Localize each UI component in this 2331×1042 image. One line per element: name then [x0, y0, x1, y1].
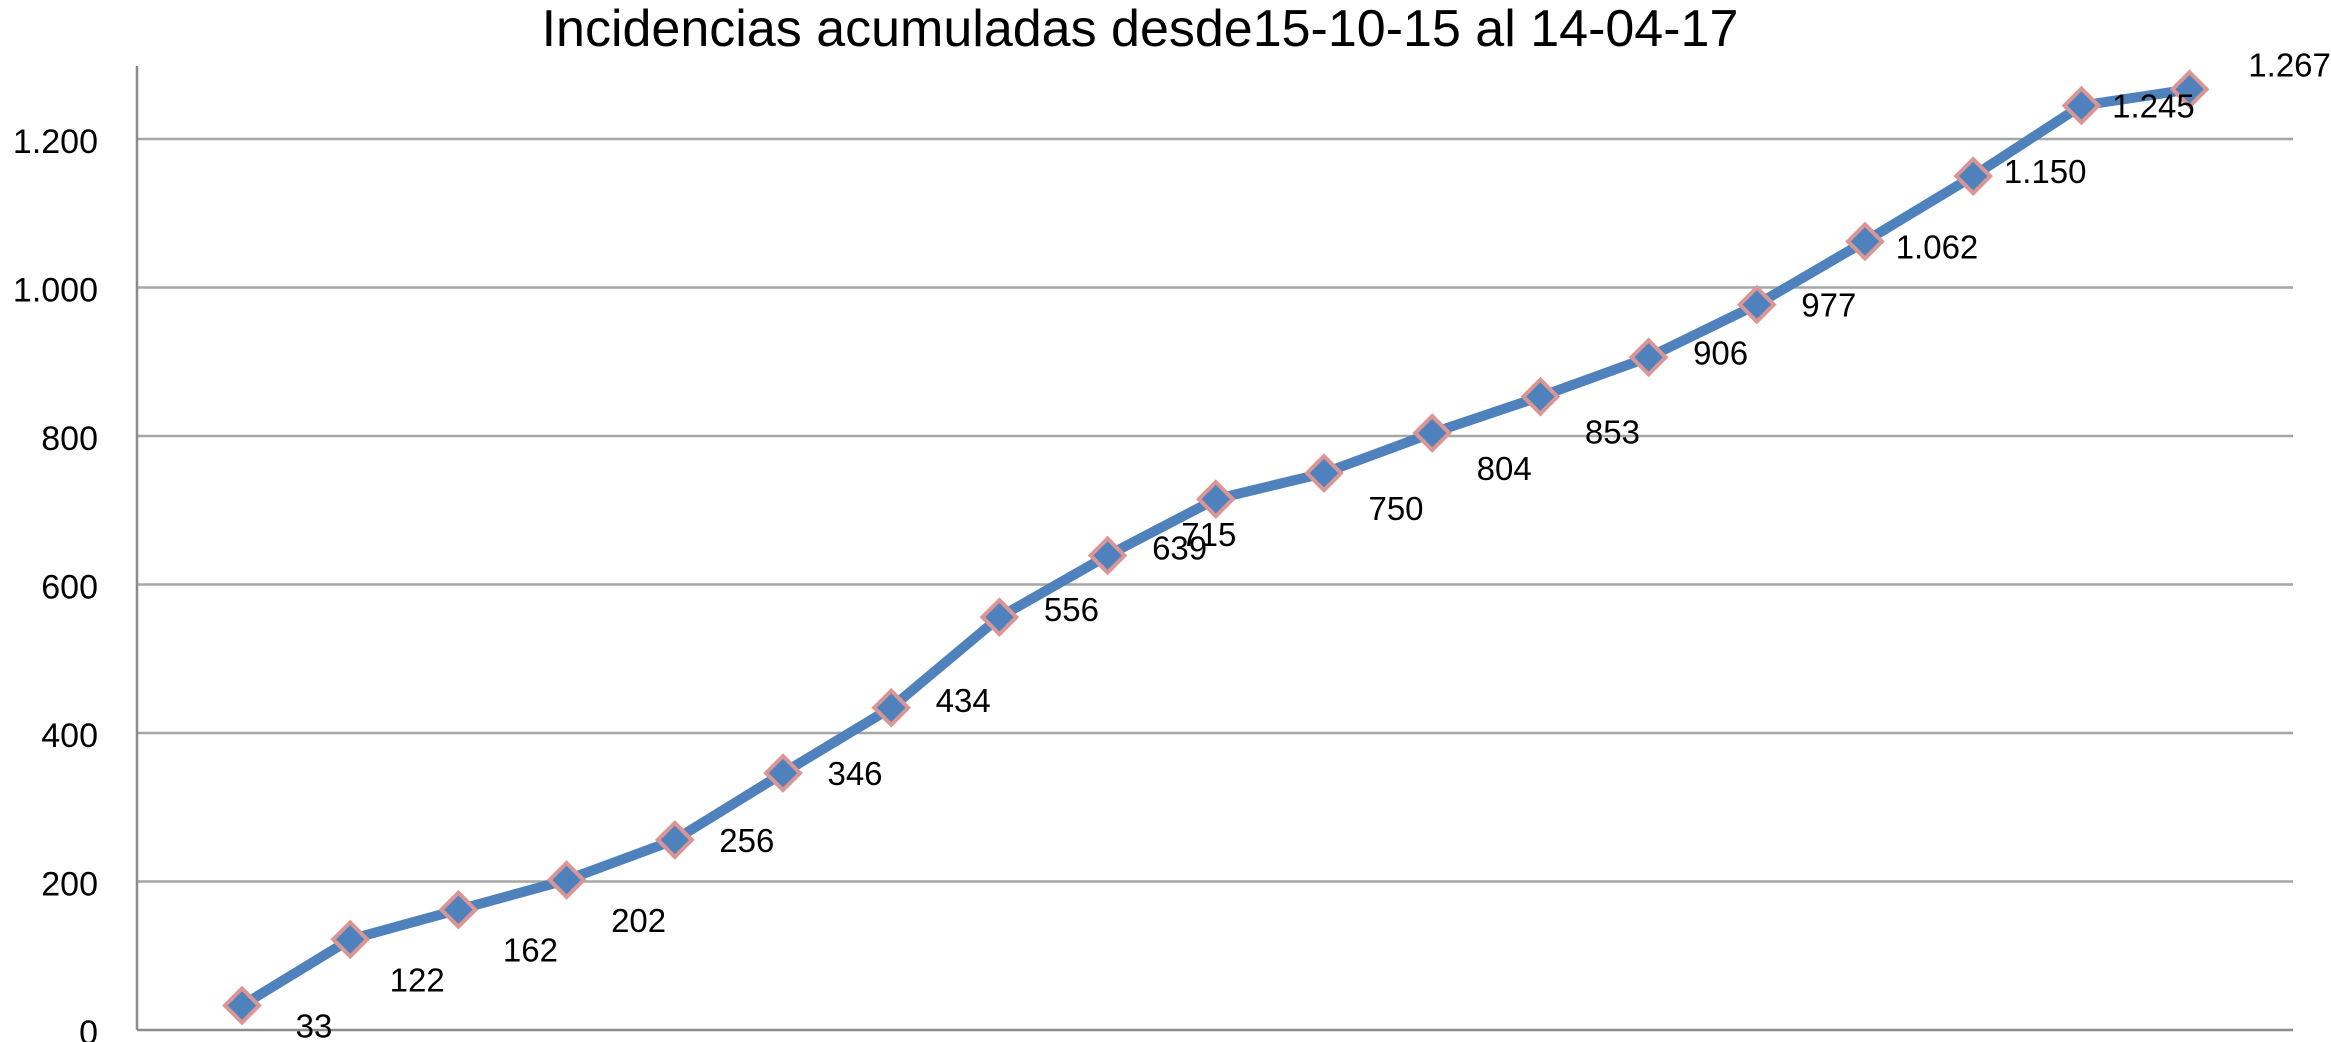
- data-point-marker: [546, 860, 587, 900]
- data-label: 556: [1044, 591, 1099, 628]
- data-label: 804: [1477, 450, 1532, 487]
- data-label: 33: [296, 1007, 333, 1042]
- data-label: 122: [390, 961, 445, 998]
- data-point-marker: [438, 889, 479, 930]
- data-point-marker: [1520, 376, 1561, 417]
- data-label: 162: [503, 932, 558, 969]
- data-label: 750: [1368, 490, 1423, 527]
- data-label: 202: [611, 902, 666, 939]
- data-point-marker: [1304, 453, 1344, 493]
- data-label: 1.062: [1896, 228, 1979, 265]
- data-label: 906: [1693, 334, 1748, 371]
- data-point-marker: [1845, 221, 1885, 262]
- data-point-marker: [654, 820, 695, 860]
- data-point-marker: [1628, 337, 1669, 378]
- y-tick-label: 800: [41, 420, 98, 458]
- data-label: 639: [1152, 530, 1207, 567]
- markers-layer: [222, 69, 2210, 1026]
- y-tick-label: 400: [41, 717, 98, 755]
- y-tick-label: 0: [79, 1014, 98, 1042]
- data-point-marker: [222, 985, 262, 1026]
- gridlines: [137, 137, 2293, 883]
- data-label: 1.150: [2004, 153, 2087, 190]
- axes: [135, 66, 2293, 1032]
- y-tick-label: 600: [41, 569, 98, 607]
- data-point-marker: [1736, 284, 1777, 325]
- y-tick-label: 1.000: [13, 272, 98, 310]
- data-label: 715: [1181, 516, 1236, 553]
- data-label: 256: [719, 822, 774, 859]
- data-label: 1.245: [2112, 88, 2195, 125]
- data-label: 853: [1585, 414, 1640, 451]
- data-point-marker: [1195, 479, 1236, 519]
- data-point-marker: [2061, 85, 2102, 126]
- chart-title: Incidencias acumuladas desde15-10-15 al …: [542, 0, 1739, 58]
- data-label: 977: [1801, 287, 1856, 324]
- data-point-marker: [979, 597, 1020, 637]
- y-axis-tick-labels: 0 200 400 600 800 1.000 1.200: [13, 123, 98, 1042]
- data-point-marker: [2169, 69, 2210, 110]
- data-label: 434: [936, 682, 991, 719]
- data-label: 1.267: [2248, 46, 2331, 83]
- data-point-marker: [330, 919, 371, 960]
- data-point-marker: [763, 753, 803, 793]
- data-point-marker: [871, 687, 912, 728]
- data-point-marker: [1412, 413, 1453, 453]
- y-tick-label: 1.200: [13, 123, 98, 161]
- data-point-marker: [1087, 535, 1128, 576]
- data-label: 346: [827, 755, 882, 792]
- y-tick-label: 200: [41, 866, 98, 904]
- data-point-marker: [1953, 156, 1994, 196]
